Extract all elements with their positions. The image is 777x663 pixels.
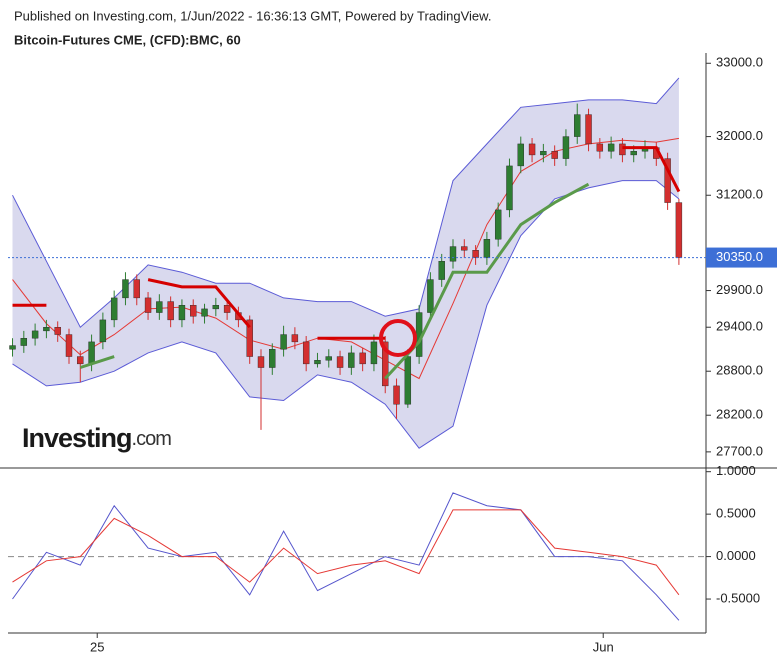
published-note: Published on Investing.com, 1/Jun/2022 -… — [14, 8, 491, 23]
x-tick-label: Jun — [593, 639, 614, 654]
supertrend-down — [12, 146, 681, 340]
candle-body — [133, 279, 140, 299]
candle-body — [574, 114, 581, 137]
candle-body — [65, 334, 73, 357]
watermark-brand: Investing.com — [22, 423, 171, 453]
y-tick-label: 0.0000 — [716, 548, 756, 563]
candle-body — [269, 349, 276, 368]
x-tick-label: 25 — [90, 639, 104, 654]
candle-body — [110, 297, 118, 321]
candle-body — [31, 330, 39, 339]
candle-body — [461, 246, 468, 251]
y-tick-label: 33000.0 — [716, 55, 763, 70]
oscillator-line — [12, 509, 680, 596]
candle-body — [246, 319, 253, 357]
candle-body — [664, 158, 671, 203]
watermark-brand-text: Investing — [22, 423, 132, 453]
candle-body — [77, 356, 84, 365]
highlight-circle — [379, 319, 417, 357]
candle-body — [449, 246, 457, 262]
candle-body — [9, 345, 16, 350]
candle-body — [43, 327, 50, 332]
y-tick-label: 29400.0 — [716, 319, 763, 334]
candle-body — [314, 360, 321, 365]
candle-body — [20, 338, 28, 346]
watermark-suffix: .com — [132, 428, 172, 450]
candle-body — [540, 151, 547, 156]
candle-body — [630, 151, 637, 156]
last-price-label: 30350.0 — [716, 249, 763, 264]
candle-body — [393, 385, 400, 405]
candle-body — [427, 279, 434, 313]
candle-body — [54, 327, 61, 335]
candle-body — [551, 151, 558, 159]
supertrend-up — [79, 182, 590, 380]
candle-body — [144, 297, 152, 313]
candle-body — [675, 202, 683, 258]
candle-body — [370, 341, 378, 365]
oscillator-line — [12, 492, 680, 621]
candle-body — [404, 356, 412, 405]
candle-body — [88, 341, 95, 365]
candle-body — [472, 250, 479, 258]
candle-body — [562, 136, 570, 159]
candle-body — [212, 305, 220, 310]
symbol-title: Bitcoin-Futures CME, (CFD):BMC, 60 — [14, 32, 241, 47]
candle-body — [619, 143, 626, 156]
candle-body — [438, 261, 445, 280]
y-tick-label: 32000.0 — [716, 128, 763, 143]
band-middle — [12, 137, 679, 380]
candle-body — [517, 143, 524, 167]
y-tick-label: 28200.0 — [716, 407, 763, 422]
y-tick-label: 28800.0 — [716, 363, 763, 378]
candle-body — [167, 301, 174, 321]
candle-body — [528, 143, 536, 156]
candle-body — [99, 319, 107, 343]
y-tick-label: -0.5000 — [716, 590, 760, 605]
y-tick-label: 1.0000 — [716, 463, 756, 478]
candle-body — [607, 143, 615, 152]
candle-body — [348, 352, 355, 368]
candle-body — [223, 305, 231, 313]
candle-body — [302, 341, 310, 365]
candle-body — [190, 305, 197, 317]
y-tick-label: 27700.0 — [716, 443, 763, 458]
candle-body — [291, 334, 299, 343]
candle-body — [585, 114, 592, 145]
y-tick-label: 31200.0 — [716, 187, 763, 202]
candle-body — [494, 209, 502, 240]
candle-body — [506, 165, 513, 211]
candle-body — [201, 308, 208, 317]
candle-body — [122, 279, 129, 299]
candle-body — [382, 341, 389, 387]
y-tick-label: 0.5000 — [716, 506, 756, 521]
candle-body — [596, 143, 604, 152]
candle-body — [325, 356, 332, 361]
candle-body — [483, 239, 491, 258]
candle-body — [178, 305, 186, 321]
y-tick-label: 29900.0 — [716, 282, 763, 297]
candle-body — [280, 334, 287, 350]
candle-body — [359, 352, 366, 365]
candle-body — [257, 356, 265, 368]
last-price-box — [706, 247, 777, 268]
candle-body — [156, 301, 163, 313]
candle-body — [336, 356, 344, 368]
